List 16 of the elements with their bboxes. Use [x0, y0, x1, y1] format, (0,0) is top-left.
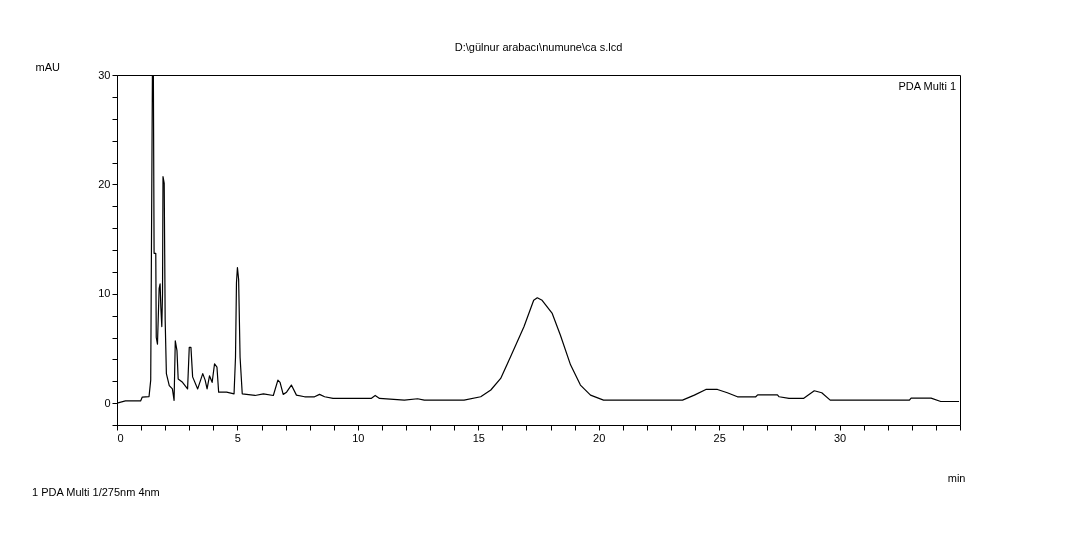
- x-tick-label: 25: [713, 431, 726, 444]
- x-tick-label: 10: [352, 431, 365, 444]
- y-axis-title: mAU: [35, 60, 60, 73]
- x-tick-label: 5: [234, 431, 241, 444]
- x-tick-label: 15: [472, 431, 485, 444]
- x-axis-title: min: [947, 471, 966, 484]
- x-tick-label: 20: [593, 431, 606, 444]
- y-tick-label: 0: [104, 396, 111, 409]
- annotation: PDA Multi 1: [898, 80, 956, 92]
- x-tick-label: 0: [117, 431, 124, 444]
- chart-title: D:\gülnur arabacı\numune\ca s.lcd: [454, 41, 623, 53]
- y-tick-label: 10: [98, 287, 111, 300]
- x-tick-label: 30: [833, 431, 847, 444]
- y-tick-label: 20: [98, 177, 111, 190]
- y-tick-label: 30: [98, 68, 111, 81]
- text: 1 PDA Multi 1/275nm 4nm: [32, 486, 160, 498]
